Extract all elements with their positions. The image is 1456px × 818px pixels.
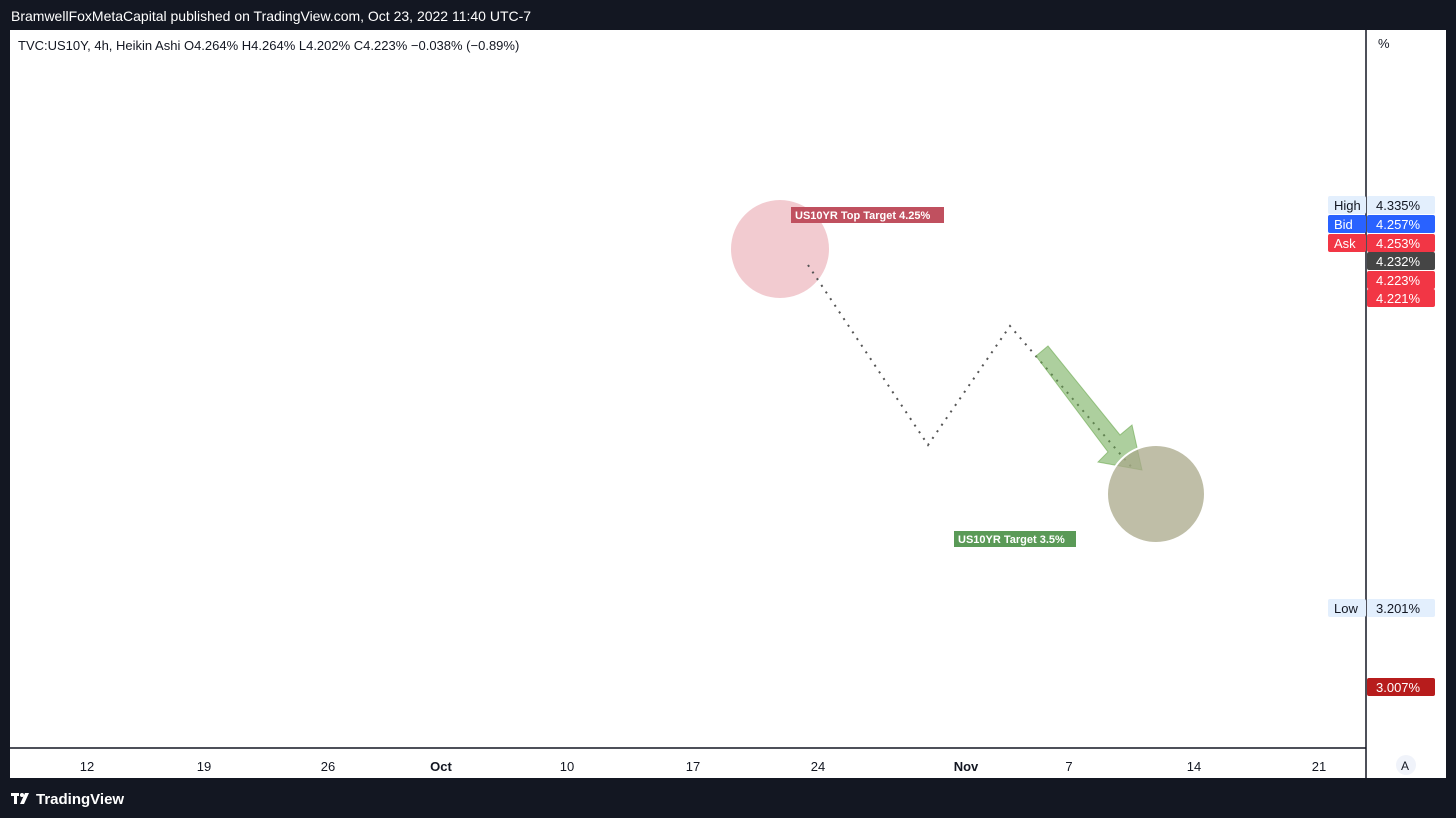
attribution-text: BramwellFoxMetaCapital published on Trad…: [11, 8, 532, 24]
price-label[interactable]: 4.253% Ask: [1328, 234, 1435, 252]
price-label-value: 4.221%: [1376, 291, 1421, 306]
time-tick-label: 19: [197, 759, 211, 774]
price-label-name: Low: [1334, 601, 1358, 616]
target-label-bg: [954, 531, 1076, 547]
chart-panel[interactable]: US10YR Top Target 4.25% US10YR Target 3.…: [10, 30, 1446, 778]
price-label-value: 4.335%: [1376, 198, 1421, 213]
down-arrow[interactable]: [1035, 345, 1143, 471]
price-label[interactable]: 4.221%: [1367, 289, 1435, 307]
price-label-value: 4.232%: [1376, 254, 1421, 269]
price-label[interactable]: 4.223%: [1367, 271, 1435, 289]
price-label[interactable]: 4.335% High: [1328, 196, 1435, 214]
auto-scale-button[interactable]: [1396, 755, 1416, 775]
price-label[interactable]: 4.232%: [1367, 252, 1435, 270]
footer-brand: TradingView: [36, 791, 125, 808]
price-label-name: Ask: [1334, 236, 1356, 251]
tradingview-logo-icon: [11, 793, 29, 804]
target-label[interactable]: US10YR Target 3.5%: [958, 534, 1065, 546]
price-chart[interactable]: US10YR Top Target 4.25% US10YR Target 3.…: [10, 30, 1446, 778]
top-target-label[interactable]: US10YR Top Target 4.25%: [795, 210, 931, 222]
time-tick-label: 17: [686, 759, 700, 774]
time-tick-label: 14: [1187, 759, 1201, 774]
attribution-bar: BramwellFoxMetaCapital published on Trad…: [0, 0, 1456, 30]
price-label[interactable]: 4.257% Bid: [1328, 215, 1435, 233]
price-label-value: 3.007%: [1376, 680, 1421, 695]
price-label[interactable]: 3.007%: [1367, 678, 1435, 696]
price-label-value: 4.257%: [1376, 217, 1421, 232]
target-circle[interactable]: [1106, 444, 1206, 544]
price-label-value: 4.253%: [1376, 236, 1421, 251]
price-label-name: High: [1334, 198, 1361, 213]
projected-path[interactable]: [807, 264, 1135, 471]
footer-bar: TradingView: [0, 778, 1456, 818]
price-label-name: Bid: [1334, 217, 1353, 232]
time-tick-label: Nov: [954, 759, 979, 774]
price-label-value: 4.223%: [1376, 273, 1421, 288]
time-tick-label: Oct: [430, 759, 452, 774]
time-tick-label: 26: [321, 759, 335, 774]
time-axis[interactable]: 12 19 26 Oct 10 17 24 Nov 7 14 21: [80, 759, 1326, 774]
symbol-legend[interactable]: TVC:US10Y, 4h, Heikin Ashi O4.264% H4.26…: [18, 38, 519, 53]
top-target-label-bg: [791, 207, 944, 223]
price-label[interactable]: 3.201% Low: [1328, 599, 1435, 617]
time-tick-label: 21: [1312, 759, 1326, 774]
price-label-value: 3.201%: [1376, 601, 1421, 616]
time-tick-label: 12: [80, 759, 94, 774]
time-tick-label: 10: [560, 759, 574, 774]
time-tick-label: 7: [1065, 759, 1072, 774]
time-tick-label: 24: [811, 759, 825, 774]
price-axis-unit: %: [1378, 36, 1390, 51]
top-target-circle[interactable]: [731, 200, 829, 298]
auto-scale-label[interactable]: A: [1401, 759, 1409, 773]
